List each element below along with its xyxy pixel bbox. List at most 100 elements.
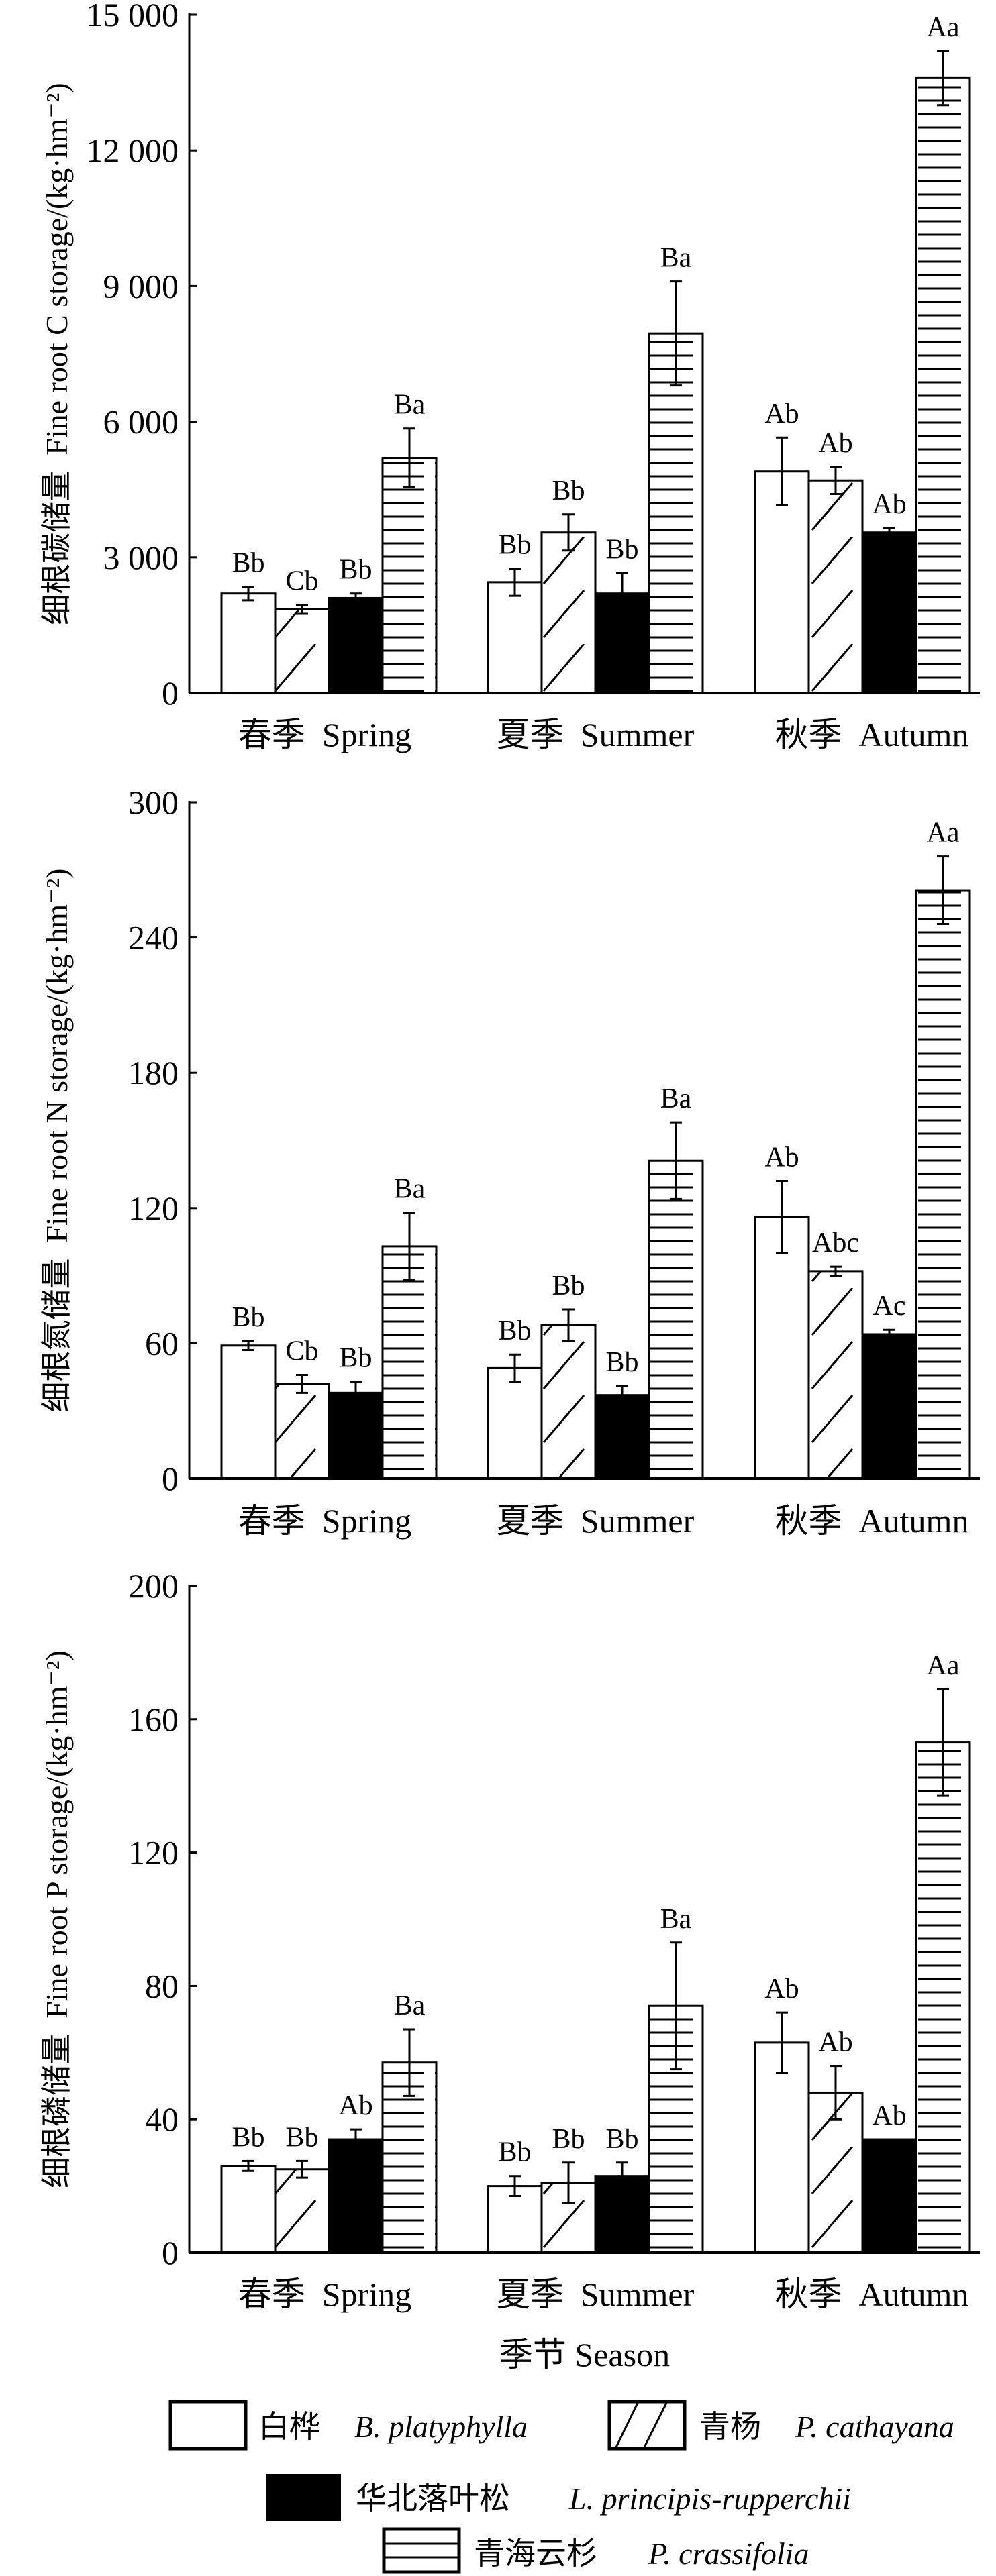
y-tick-label: 9 000: [103, 267, 179, 305]
y-tick-label: 0: [162, 674, 179, 712]
bar: [328, 596, 384, 694]
bar: [915, 889, 971, 1480]
significance-label: Bb: [339, 1343, 372, 1374]
bar: [915, 76, 971, 694]
legend-item-l-principis-rupperchii: 华北落叶松 L. principis-rupperchii: [266, 2474, 851, 2521]
significance-label: Bb: [605, 534, 638, 565]
significance-label: Bb: [552, 476, 585, 506]
y-tick-label: 120: [128, 1834, 179, 1872]
significance-label: Ab: [818, 428, 852, 459]
x-category-label: 春季 Spring: [238, 716, 411, 753]
significance-label: Ac: [873, 1291, 906, 1322]
x-category-label: 秋季 Autumn: [775, 1502, 969, 1540]
bar: [381, 457, 438, 694]
y-tick-label: 3 000: [103, 539, 179, 576]
legend-swatch-horizontal: [382, 2527, 461, 2574]
legend-swatch-black: [266, 2474, 341, 2521]
legend: 白桦 B. platyphylla 青杨 P. cathayana 华北落叶松 …: [168, 2400, 954, 2574]
y-tick-label: 160: [128, 1701, 179, 1738]
significance-label: Cb: [285, 566, 318, 597]
bar: [274, 2168, 330, 2254]
x-category-label: 春季 Spring: [238, 2275, 411, 2313]
y-tick-label: 0: [162, 2234, 179, 2271]
significance-label: Bb: [605, 1347, 638, 1378]
y-tick-label: 12 000: [87, 131, 179, 169]
significance-label: Ba: [394, 390, 426, 421]
bar: [594, 1394, 650, 1480]
significance-label: Cb: [285, 1336, 318, 1366]
y-tick-label: 80: [145, 1967, 179, 2004]
legend-label-latin: L. principis-rupperchii: [568, 2481, 851, 2516]
significance-label: Ab: [818, 2027, 852, 2058]
significance-label: Aa: [927, 818, 960, 849]
x-category-label: 秋季 Autumn: [775, 2275, 969, 2313]
x-category-label: 秋季 Autumn: [775, 716, 969, 753]
y-axis-title: 细根氮储量 Fine root N storage/(kg·hm⁻²): [40, 868, 74, 1412]
significance-label: Bb: [232, 548, 264, 579]
x-category-label: 夏季 Summer: [497, 1502, 695, 1540]
y-axis-title: 细根碳储量 Fine root C storage/(kg·hm⁻²): [40, 83, 74, 625]
legend-label-cn: 青杨: [699, 2410, 761, 2444]
x-category-label: 夏季 Summer: [497, 2275, 695, 2313]
bar: [220, 592, 277, 694]
bar: [381, 1245, 438, 1480]
y-axis-title: 细根磷储量 Fine root P storage/(kg·hm⁻²): [40, 1650, 74, 2188]
bar: [540, 531, 597, 694]
bar: [754, 2041, 810, 2254]
significance-label: Ba: [660, 243, 692, 274]
significance-label: Ba: [660, 1083, 692, 1114]
x-category-label: 夏季 Summer: [497, 716, 695, 753]
bar: [861, 1333, 917, 1480]
bar: [648, 1159, 704, 1480]
bar: [274, 1383, 330, 1480]
bar: [648, 332, 704, 694]
y-tick-label: 6 000: [103, 403, 179, 441]
significance-label: Bb: [232, 1302, 264, 1333]
legend-label-cn: 白桦: [258, 2410, 320, 2444]
significance-label: Ab: [872, 2100, 906, 2131]
significance-label: Ab: [872, 489, 906, 520]
chart-panel-1: Bb Bb Ab Cb Bb Ab Bb Bb Ab Ba Ba Aa 0 3 000 6 000 9 000…: [40, 0, 980, 753]
x-axis-title: 季节 Season: [499, 2336, 670, 2373]
x-category-label: 春季 Spring: [238, 1502, 411, 1540]
y-tick-label: 120: [128, 1189, 179, 1227]
bar: [807, 1270, 864, 1480]
significance-label: Bb: [498, 2137, 531, 2168]
significance-label: Bb: [605, 2124, 638, 2155]
legend-item-p-crassifolia: 青海云杉 P. crassifolia: [382, 2527, 809, 2574]
legend-label-latin: B. platyphylla: [354, 2410, 528, 2444]
legend-label-cn: 青海云杉: [474, 2536, 597, 2571]
bar: [861, 531, 917, 694]
y-tick-label: 40: [145, 2100, 179, 2138]
y-tick-label: 240: [128, 919, 179, 957]
significance-label: Bb: [552, 2124, 585, 2155]
significance-label: Ab: [764, 1142, 799, 1173]
bar: [754, 1216, 810, 1480]
significance-label: Bb: [285, 2122, 318, 2153]
significance-label: Bb: [498, 530, 531, 561]
significance-label: Ab: [338, 2090, 372, 2121]
bar: [540, 1324, 597, 1480]
bar: [807, 479, 864, 694]
y-tick-label: 15 000: [87, 0, 179, 34]
significance-label: Bb: [339, 555, 372, 586]
significance-label: Ab: [764, 1974, 799, 2004]
significance-label: Abc: [812, 1228, 859, 1258]
y-tick-label: 200: [128, 1567, 179, 1605]
significance-label: Ab: [764, 398, 799, 429]
y-tick-label: 300: [128, 784, 179, 821]
legend-label-latin: P. crassifolia: [648, 2536, 809, 2571]
bar: [487, 1366, 543, 1480]
bar: [861, 2138, 917, 2254]
y-tick-label: 0: [162, 1460, 179, 1497]
bar: [274, 608, 330, 694]
legend-item-p-cathayana: 青杨 P. cathayana: [607, 2400, 954, 2451]
bar: [915, 1741, 971, 2254]
significance-label: Aa: [927, 1650, 960, 1681]
significance-label: Bb: [552, 1271, 585, 1301]
significance-label: Bb: [232, 2122, 264, 2153]
significance-label: Ba: [394, 1990, 426, 2021]
significance-label: Aa: [927, 12, 960, 43]
